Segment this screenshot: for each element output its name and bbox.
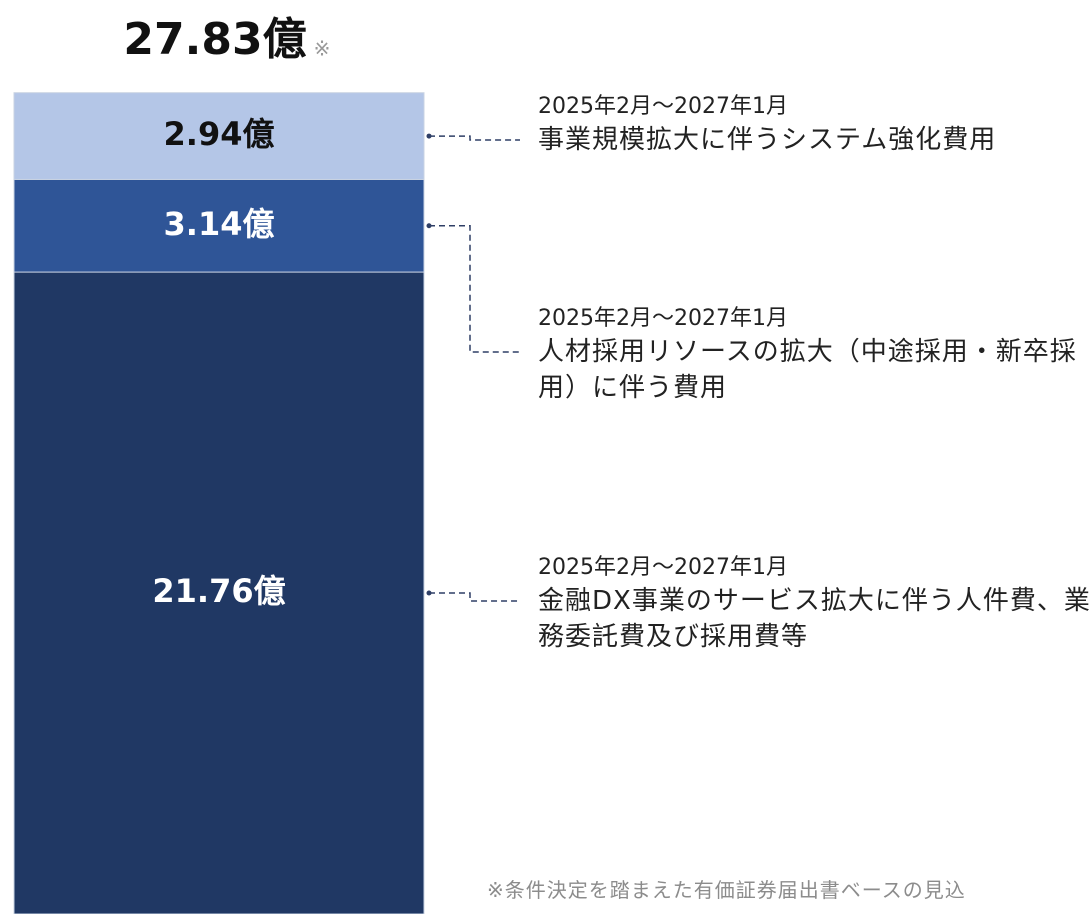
bar-segment <box>13 92 425 180</box>
annotation: 2025年2月～2027年1月金融DX事業のサービス拡大に伴う人件費、業務委託費… <box>538 553 1089 655</box>
annotation-text: 人材採用リソースの拡大（中途採用・新卒採用）に伴う費用 <box>538 337 1077 403</box>
connector <box>429 135 520 141</box>
annotation-period: 2025年2月～2027年1月 <box>538 306 788 331</box>
value-label: 3.14億 <box>164 205 275 243</box>
connector <box>429 592 520 602</box>
value-label: 21.76億 <box>152 572 285 610</box>
total-label: 27.83億 <box>123 14 306 65</box>
footnote: ※条件決定を踏まえた有価証券届出書ベースの見込 <box>487 878 966 902</box>
annotation-period: 2025年2月～2027年1月 <box>538 94 788 119</box>
annotation: 2025年2月～2027年1月人材採用リソースの拡大（中途採用・新卒採用）に伴う… <box>538 304 1089 406</box>
bar-segment <box>13 271 425 914</box>
value-label: 2.94億 <box>164 115 275 153</box>
total-note: ※ <box>314 37 331 61</box>
connector <box>429 225 520 353</box>
annotation-period: 2025年2月～2027年1月 <box>538 555 788 580</box>
annotation-text: 事業規模拡大に伴うシステム強化費用 <box>538 125 997 155</box>
bar-segment <box>13 178 425 273</box>
annotation-text: 金融DX事業のサービス拡大に伴う人件費、業務委託費及び採用費等 <box>538 586 1089 652</box>
annotation: 2025年2月～2027年1月事業規模拡大に伴うシステム強化費用 <box>538 92 1089 158</box>
